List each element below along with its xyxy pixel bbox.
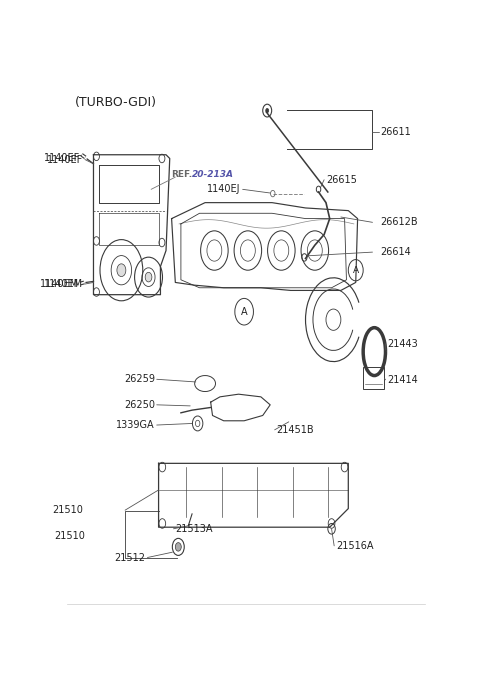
Text: 26611: 26611 — [381, 127, 411, 137]
Text: REF.: REF. — [172, 170, 193, 179]
Text: 26615: 26615 — [326, 175, 357, 184]
Text: 26612B: 26612B — [381, 218, 418, 227]
Bar — [363, 366, 384, 389]
Text: 21513A: 21513A — [175, 524, 213, 533]
Text: 21510: 21510 — [54, 531, 85, 541]
Text: 21510: 21510 — [52, 505, 83, 515]
Text: 20-213A: 20-213A — [192, 170, 234, 179]
Text: 1140EM: 1140EM — [44, 279, 83, 289]
Circle shape — [117, 264, 126, 276]
Circle shape — [266, 108, 269, 113]
Text: 21443: 21443 — [387, 339, 418, 349]
Text: 26614: 26614 — [381, 247, 411, 257]
Text: A: A — [241, 307, 248, 316]
Text: A: A — [353, 266, 359, 275]
Text: 1140EF: 1140EF — [44, 153, 81, 163]
Text: (TURBO-GDI): (TURBO-GDI) — [75, 96, 157, 109]
Text: 26250: 26250 — [124, 400, 155, 410]
Text: 1140EF: 1140EF — [47, 155, 83, 164]
Text: 21512: 21512 — [115, 553, 145, 562]
Text: 1140EJ: 1140EJ — [207, 184, 241, 194]
Circle shape — [175, 542, 181, 551]
Text: 21516A: 21516A — [336, 541, 373, 551]
Circle shape — [145, 272, 152, 282]
Text: 26259: 26259 — [124, 375, 155, 384]
Text: 1339GA: 1339GA — [116, 420, 155, 430]
Text: 21451B: 21451B — [276, 425, 314, 435]
Text: 1140EM: 1140EM — [40, 278, 79, 289]
Text: 21414: 21414 — [387, 375, 418, 385]
